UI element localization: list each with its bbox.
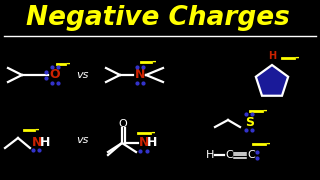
Text: N: N: [139, 136, 149, 150]
Text: -: -: [35, 125, 39, 135]
Text: O: O: [50, 69, 60, 82]
Polygon shape: [256, 65, 288, 96]
Text: -: -: [151, 128, 155, 138]
Text: S: S: [245, 116, 254, 129]
Text: O: O: [119, 119, 127, 129]
Text: -: -: [263, 106, 267, 116]
Text: vs: vs: [76, 135, 88, 145]
Text: C: C: [225, 150, 233, 160]
Text: vs: vs: [76, 70, 88, 80]
Text: -: -: [266, 139, 270, 149]
Text: H: H: [40, 136, 50, 148]
Text: -: -: [295, 53, 299, 63]
Text: Negative Charges: Negative Charges: [26, 5, 290, 31]
Text: N: N: [32, 136, 42, 148]
Text: -: -: [66, 59, 70, 69]
Text: N: N: [135, 69, 145, 82]
Text: H: H: [268, 51, 276, 61]
Text: H: H: [147, 136, 157, 150]
Text: H: H: [206, 150, 214, 160]
Text: -: -: [152, 57, 156, 67]
Text: C: C: [247, 150, 255, 160]
